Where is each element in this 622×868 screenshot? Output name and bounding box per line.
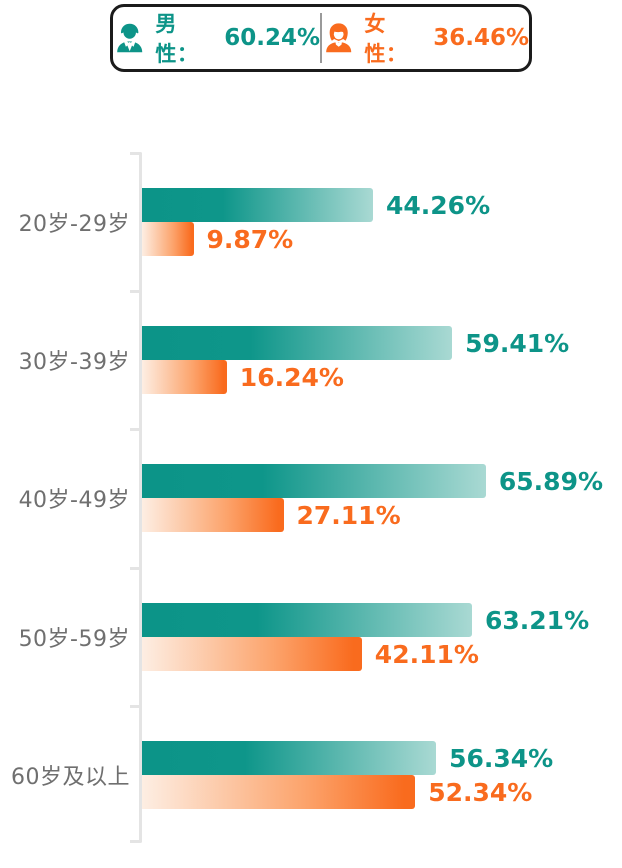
female-person-icon bbox=[326, 23, 352, 53]
female-bar bbox=[142, 222, 194, 256]
legend: 男性： 60.24% 女性： 36.46% bbox=[110, 4, 532, 72]
male-bar bbox=[142, 188, 373, 222]
female-value-label: 16.24% bbox=[239, 362, 344, 392]
legend-male-value: 60.24% bbox=[224, 25, 320, 51]
legend-divider bbox=[320, 13, 322, 63]
female-bar bbox=[142, 498, 284, 532]
category-label: 50岁-59岁 bbox=[18, 627, 130, 652]
axis-tick bbox=[130, 290, 140, 293]
legend-male-label: 男性： bbox=[155, 12, 199, 66]
y-axis-line bbox=[139, 152, 142, 843]
chart-row-30-39: 30岁-39岁 59.41% 16.24% bbox=[0, 326, 622, 394]
legend-item-female: 女性： 36.46% bbox=[322, 8, 529, 68]
axis-tick bbox=[130, 152, 140, 155]
male-bar bbox=[142, 326, 453, 360]
male-value-label: 59.41% bbox=[465, 328, 570, 358]
male-bar bbox=[142, 603, 472, 637]
legend-female-label: 女性： bbox=[364, 12, 408, 66]
male-value-label: 44.26% bbox=[386, 190, 491, 220]
axis-tick bbox=[130, 705, 140, 708]
female-value-label: 42.11% bbox=[374, 639, 479, 669]
female-bar bbox=[142, 360, 227, 394]
female-bar bbox=[142, 775, 416, 809]
axis-tick bbox=[130, 840, 140, 843]
category-label: 40岁-49岁 bbox=[18, 488, 130, 513]
chart-row-40-49: 40岁-49岁 65.89% 27.11% bbox=[0, 464, 622, 532]
axis-tick bbox=[130, 428, 140, 431]
legend-female-value: 36.46% bbox=[433, 25, 529, 51]
male-person-icon bbox=[117, 23, 143, 53]
legend-item-male: 男性： 60.24% bbox=[113, 8, 320, 68]
chart-row-50-59: 50岁-59岁 63.21% 42.11% bbox=[0, 603, 622, 671]
male-bar bbox=[142, 464, 486, 498]
chart-row-20-29: 20岁-29岁 44.26% 9.87% bbox=[0, 188, 622, 256]
category-label: 30岁-39岁 bbox=[18, 350, 130, 375]
axis-tick bbox=[130, 567, 140, 570]
female-value-label: 52.34% bbox=[428, 777, 533, 807]
male-value-label: 63.21% bbox=[485, 605, 590, 635]
female-bar bbox=[142, 637, 362, 671]
male-bar bbox=[142, 741, 437, 775]
female-value-label: 9.87% bbox=[206, 224, 294, 254]
female-value-label: 27.11% bbox=[296, 500, 401, 530]
male-value-label: 65.89% bbox=[498, 466, 604, 496]
category-label: 60岁及以上 bbox=[11, 765, 130, 790]
chart-row-60-plus: 60岁及以上 56.34% 52.34% bbox=[0, 741, 622, 809]
male-value-label: 56.34% bbox=[449, 743, 554, 773]
category-label: 20岁-29岁 bbox=[18, 212, 130, 237]
